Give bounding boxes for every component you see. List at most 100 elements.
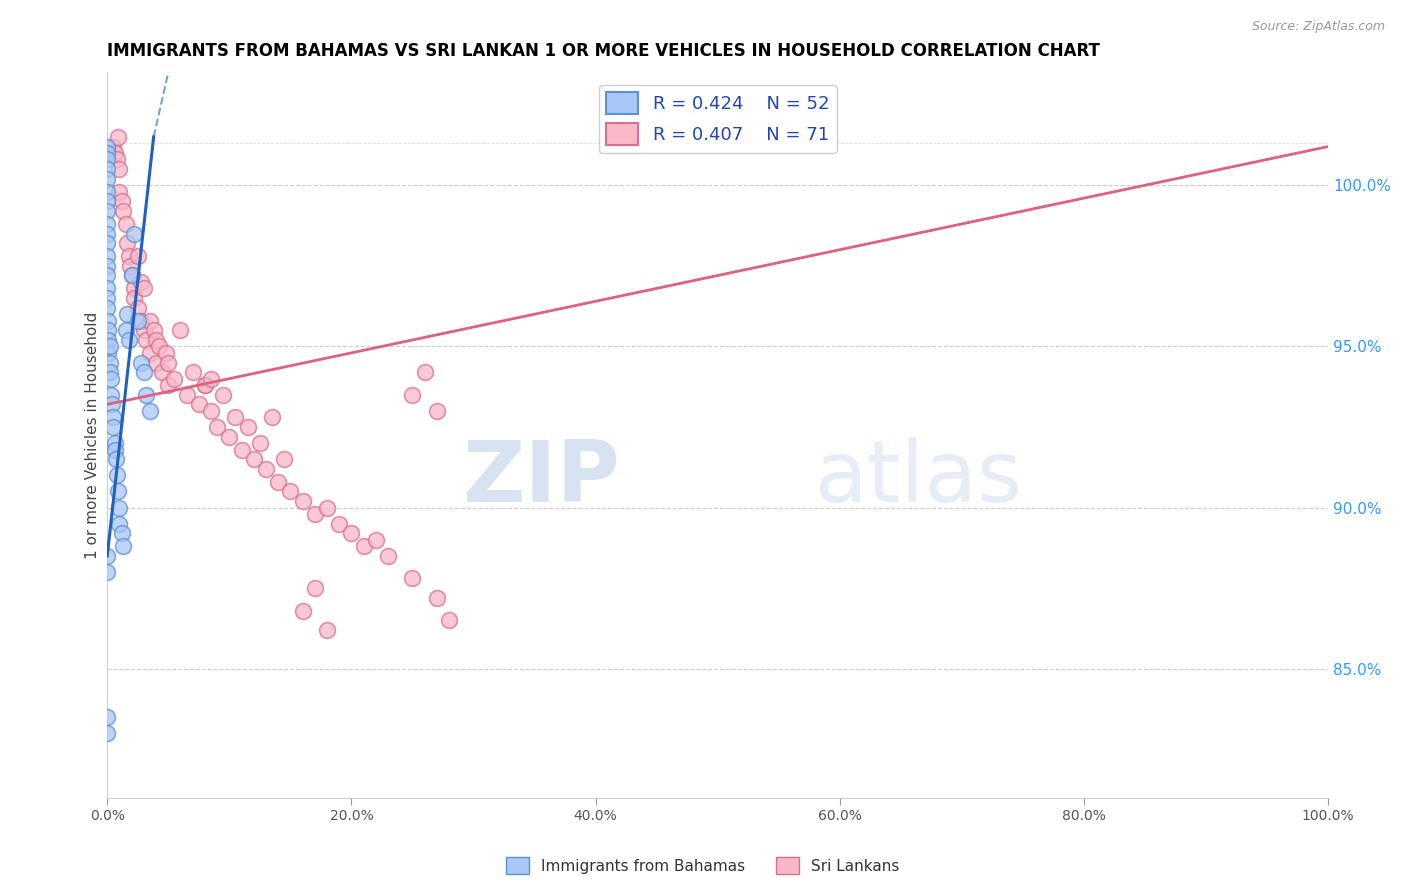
Point xyxy=(112,204,135,219)
Point xyxy=(377,549,399,563)
Point xyxy=(114,323,136,337)
Point xyxy=(97,346,120,360)
Point xyxy=(107,484,129,499)
Point xyxy=(194,378,217,392)
Legend: R = 0.424    N = 52, R = 0.407    N = 71: R = 0.424 N = 52, R = 0.407 N = 71 xyxy=(599,85,837,153)
Point xyxy=(135,333,157,347)
Point xyxy=(96,236,118,251)
Point xyxy=(96,153,118,167)
Point xyxy=(304,507,326,521)
Point xyxy=(96,217,118,231)
Text: IMMIGRANTS FROM BAHAMAS VS SRI LANKAN 1 OR MORE VEHICLES IN HOUSEHOLD CORRELATIO: IMMIGRANTS FROM BAHAMAS VS SRI LANKAN 1 … xyxy=(107,42,1099,60)
Point xyxy=(96,171,118,186)
Point xyxy=(115,236,138,251)
Point xyxy=(122,281,145,295)
Point xyxy=(114,217,136,231)
Point xyxy=(316,623,339,637)
Point xyxy=(139,313,162,327)
Point xyxy=(437,614,460,628)
Point xyxy=(96,268,118,283)
Point xyxy=(340,526,363,541)
Point xyxy=(200,404,222,418)
Point xyxy=(353,539,375,553)
Point xyxy=(115,307,138,321)
Point xyxy=(148,339,170,353)
Point xyxy=(118,333,141,347)
Point xyxy=(108,516,131,531)
Point xyxy=(176,388,198,402)
Point xyxy=(413,365,436,379)
Point xyxy=(122,227,145,241)
Point xyxy=(111,526,134,541)
Point xyxy=(139,404,162,418)
Point xyxy=(291,604,314,618)
Point xyxy=(98,355,121,369)
Legend: Immigrants from Bahamas, Sri Lankans: Immigrants from Bahamas, Sri Lankans xyxy=(501,851,905,880)
Point xyxy=(267,475,290,489)
Point xyxy=(157,378,180,392)
Point xyxy=(97,333,120,347)
Point xyxy=(96,549,118,563)
Point xyxy=(104,452,127,467)
Point xyxy=(132,323,155,337)
Point xyxy=(100,388,122,402)
Point xyxy=(163,371,186,385)
Point xyxy=(304,581,326,595)
Point xyxy=(291,494,314,508)
Point xyxy=(200,371,222,385)
Point xyxy=(194,378,217,392)
Point xyxy=(316,500,339,515)
Point xyxy=(132,281,155,295)
Point xyxy=(145,355,167,369)
Point xyxy=(187,397,209,411)
Point xyxy=(96,162,118,177)
Point xyxy=(426,591,449,605)
Point xyxy=(118,249,141,263)
Point xyxy=(96,249,118,263)
Point xyxy=(112,539,135,553)
Point xyxy=(131,313,153,327)
Point xyxy=(96,565,118,579)
Point xyxy=(127,249,149,263)
Point xyxy=(426,404,449,418)
Point xyxy=(96,185,118,199)
Point xyxy=(101,397,124,411)
Text: atlas: atlas xyxy=(815,437,1024,520)
Text: ZIP: ZIP xyxy=(463,437,620,520)
Point xyxy=(96,710,118,724)
Point xyxy=(181,365,204,379)
Point xyxy=(96,301,118,315)
Point xyxy=(157,355,180,369)
Point xyxy=(103,139,125,153)
Point xyxy=(96,726,118,740)
Point xyxy=(131,355,153,369)
Point xyxy=(98,365,121,379)
Point xyxy=(121,268,143,283)
Point xyxy=(169,323,191,337)
Point xyxy=(127,301,149,315)
Point xyxy=(236,420,259,434)
Point xyxy=(105,153,128,167)
Point xyxy=(131,275,153,289)
Point xyxy=(212,388,235,402)
Point xyxy=(155,346,177,360)
Point xyxy=(231,442,253,457)
Point xyxy=(328,516,350,531)
Point xyxy=(105,468,128,483)
Point xyxy=(103,442,125,457)
Point xyxy=(142,323,165,337)
Point xyxy=(139,346,162,360)
Point xyxy=(96,227,118,241)
Point xyxy=(98,339,121,353)
Point xyxy=(127,313,149,327)
Point xyxy=(150,365,173,379)
Point xyxy=(103,410,125,425)
Y-axis label: 1 or more Vehicles in Household: 1 or more Vehicles in Household xyxy=(86,311,100,558)
Point xyxy=(262,410,284,425)
Point xyxy=(96,204,118,219)
Point xyxy=(97,323,120,337)
Point xyxy=(96,259,118,273)
Point xyxy=(107,129,129,144)
Point xyxy=(96,291,118,305)
Point xyxy=(401,388,423,402)
